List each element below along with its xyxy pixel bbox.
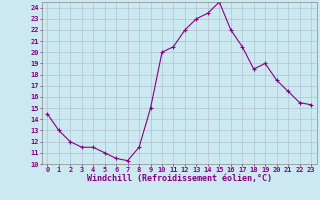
X-axis label: Windchill (Refroidissement éolien,°C): Windchill (Refroidissement éolien,°C) <box>87 174 272 183</box>
